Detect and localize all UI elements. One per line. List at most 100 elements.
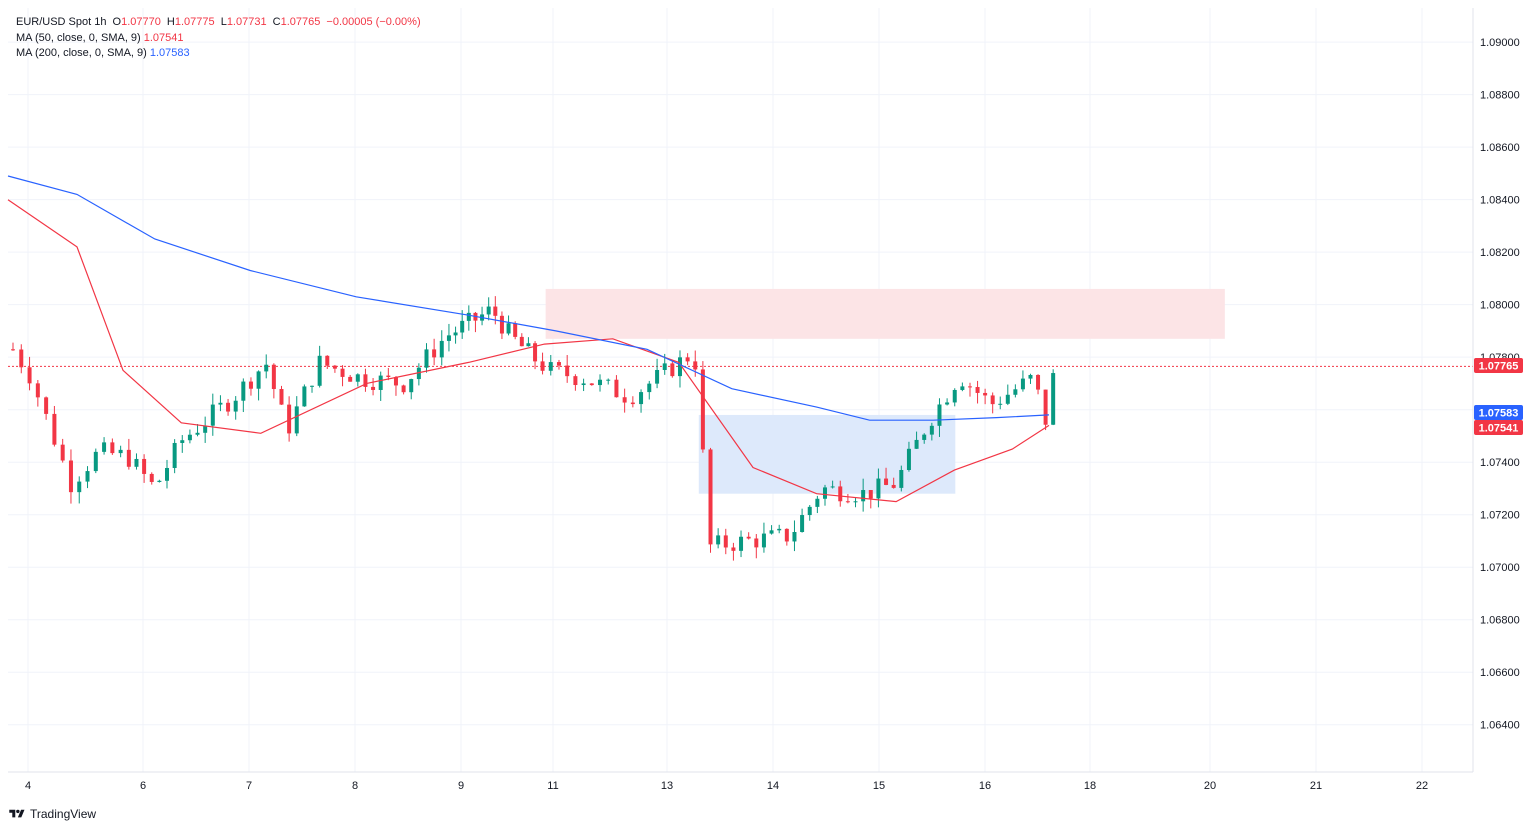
time-axis[interactable]: 4 6 7 8 9 11 13 14 15 16 18 20 21 22: [25, 780, 1428, 792]
candle-body: [838, 486, 843, 502]
x-tick-label: 20: [1204, 780, 1216, 792]
candle-body: [899, 469, 904, 488]
ohlc-close: 1.07765: [280, 16, 321, 28]
candle-body: [861, 490, 866, 502]
ma200-value: 1.07583: [149, 47, 190, 59]
candle-body: [19, 349, 24, 368]
price-axis-labels: 1.07765 1.07583 1.07541: [1474, 358, 1523, 435]
y-tick-label: 1.07000: [1480, 562, 1520, 574]
candle-body: [93, 451, 98, 472]
candle-body: [952, 389, 957, 403]
x-tick-label: 22: [1416, 780, 1428, 792]
candle-body: [968, 386, 972, 388]
ma50-price-text: 1.07541: [1479, 423, 1519, 435]
y-tick-label: 1.08800: [1480, 90, 1520, 102]
y-tick-label: 1.06400: [1480, 720, 1520, 732]
candle-body: [466, 312, 471, 321]
x-tick-label: 6: [140, 780, 146, 792]
y-tick-label: 1.08200: [1480, 247, 1520, 259]
candle-body: [975, 387, 980, 393]
candle-body: [134, 458, 139, 467]
candle-body: [884, 478, 889, 485]
candle-body: [432, 349, 437, 358]
candle-body: [11, 349, 15, 351]
candle-body: [526, 343, 531, 347]
candle-body: [256, 371, 261, 389]
x-tick-label: 8: [352, 780, 358, 792]
candle-body: [110, 442, 115, 454]
chart-grid: [8, 8, 1473, 772]
ma50-value: 1.07541: [143, 31, 184, 44]
candle-body: [187, 434, 192, 441]
last-price-text: 1.07765: [1479, 361, 1519, 373]
candle-body: [647, 383, 652, 393]
candle-body: [784, 528, 789, 542]
candle-body: [513, 323, 518, 337]
ohlc-open-label: O: [112, 16, 122, 28]
candle-body: [60, 444, 65, 461]
candle-body: [52, 413, 57, 445]
candle-body: [519, 336, 524, 347]
candle-body: [294, 406, 299, 434]
candle-body: [677, 357, 682, 377]
candle-body: [845, 501, 850, 503]
candle-body: [906, 448, 911, 470]
candle-body: [1028, 374, 1033, 379]
candle-body: [226, 402, 231, 412]
moving-average-lines: [7, 175, 1050, 503]
candle-body: [548, 362, 553, 371]
candle-body: [157, 480, 162, 482]
candle-body: [739, 536, 744, 551]
candle-body: [325, 355, 330, 366]
candle-body: [317, 355, 322, 386]
x-tick-label: 15: [873, 780, 885, 792]
candle-body: [822, 487, 827, 499]
ohlc-low: 1.07731: [226, 16, 267, 28]
candle-body: [355, 374, 360, 382]
candle-body: [279, 389, 284, 405]
brand-name: TradingView: [30, 807, 97, 821]
candle-body: [332, 365, 337, 369]
candle-body: [165, 467, 170, 481]
x-tick-label: 18: [1084, 780, 1096, 792]
candle-body: [409, 379, 414, 393]
x-tick-label: 21: [1310, 780, 1322, 792]
candle-body: [271, 364, 276, 390]
ohlc-high-label: H: [166, 16, 175, 28]
candle-body: [983, 392, 988, 396]
ma200-price-text: 1.07583: [1479, 408, 1519, 420]
candle-body: [807, 506, 812, 516]
legend-ma200-row[interactable]: MA (200, close, 0, SMA, 9) 1.07583: [16, 46, 424, 62]
last-price-badge: [1474, 358, 1523, 373]
candle-body: [287, 404, 292, 434]
candle-body: [746, 536, 751, 539]
support-zone: [698, 414, 956, 494]
candle-body: [264, 364, 269, 372]
candle-body: [118, 449, 123, 454]
x-tick-label: 7: [246, 780, 252, 792]
y-tick-label: 1.08400: [1480, 195, 1520, 207]
candle-body: [914, 439, 919, 449]
candle-body: [761, 533, 766, 548]
symbol-name[interactable]: EUR/USD Spot: [16, 16, 92, 28]
candle-body: [573, 376, 578, 386]
candle-body: [1043, 389, 1048, 425]
candle-body: [589, 383, 594, 386]
legend-ma50-row[interactable]: MA (50, close, 0, SMA, 9) 1.07541: [16, 31, 424, 47]
candle-body: [460, 320, 465, 333]
candle-body: [581, 383, 586, 386]
legend-symbol-row: EUR/USD Spot 1h O1.07770 H1.07775 L1.0773…: [16, 15, 424, 31]
timeframe[interactable]: 1h: [94, 16, 107, 28]
price-axis[interactable]: 1.09000 1.08800 1.08600 1.08400 1.08200 1.080…: [1480, 37, 1520, 732]
candle-body: [416, 367, 421, 380]
candle-body: [44, 397, 49, 414]
candle-body: [639, 392, 644, 405]
candle-body: [27, 367, 32, 384]
tradingview-brand[interactable]: TradingView: [8, 807, 96, 821]
candle-body: [622, 397, 627, 403]
candle-body: [180, 440, 185, 443]
ma50-price-badge: [1474, 420, 1523, 435]
candle-body: [670, 363, 675, 377]
x-tick-label: 11: [547, 780, 558, 792]
